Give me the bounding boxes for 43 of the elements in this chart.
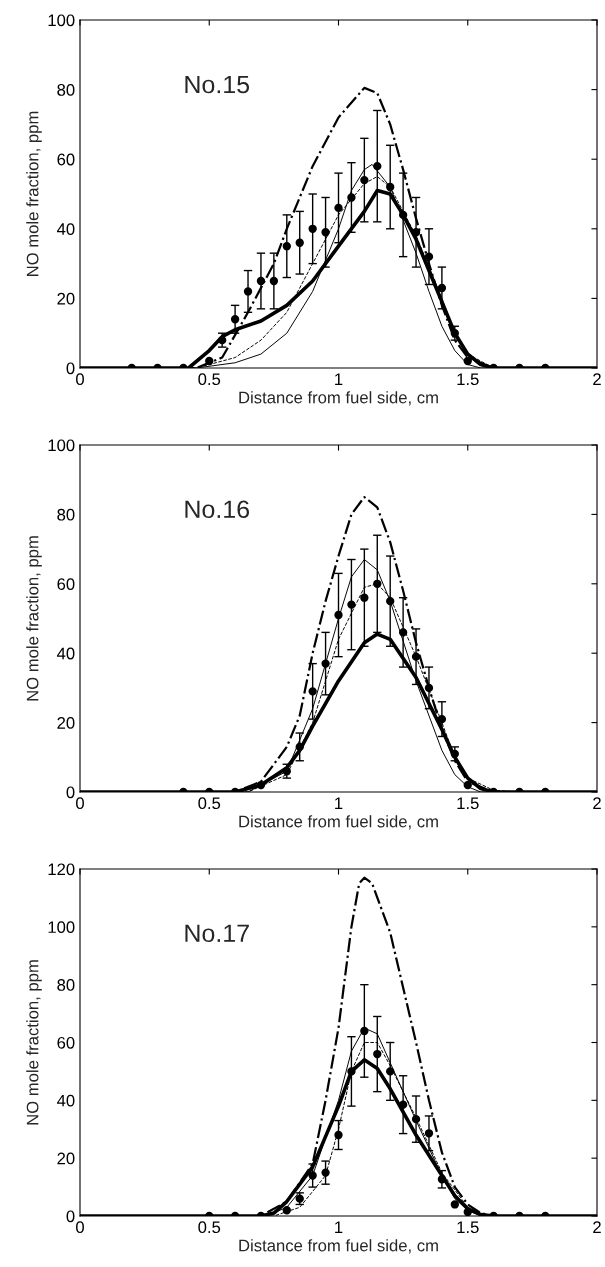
x-tick-label: 1.5: [457, 373, 479, 386]
y-tick-label: 0: [66, 1210, 75, 1223]
annotation: No.15: [185, 75, 250, 94]
y-tick-label: 80: [57, 979, 75, 991]
x-tick-label: 0.5: [198, 1221, 221, 1234]
x-tick-label: 0.5: [198, 797, 221, 810]
x-tick-label: 0: [76, 373, 84, 386]
y-tick-label: 60: [57, 578, 75, 590]
x-tick-label: 2: [593, 797, 601, 809]
y-tick-label: 100: [48, 921, 75, 934]
x-tick-label: 1: [335, 797, 343, 809]
x-tick-label: 0: [76, 797, 84, 810]
y-tick-label: 100: [48, 14, 75, 27]
y-axis-title: NO mole fraction, ppm: [26, 111, 42, 276]
x-tick-label: 2: [593, 1221, 601, 1233]
x-tick-label: 1.5: [457, 1221, 479, 1234]
x-axis-title: Distance from fuel side, cm: [239, 815, 438, 830]
x-tick-label: 2: [593, 373, 601, 385]
x-tick-label: 1: [335, 1221, 343, 1233]
y-tick-label: 40: [56, 647, 75, 660]
y-tick-label: 60: [57, 153, 75, 166]
y-tick-label: 0: [66, 786, 75, 799]
y-tick-label: 120: [48, 863, 75, 876]
x-tick-label: 0: [76, 1221, 84, 1234]
y-tick-label: 20: [57, 1152, 75, 1165]
y-tick-label: 20: [57, 717, 75, 729]
y-tick-label: 80: [57, 508, 75, 521]
y-tick-label: 20: [57, 292, 75, 305]
x-axis-title: Distance from fuel side, cm: [239, 1239, 438, 1254]
y-tick-label: 40: [56, 223, 75, 235]
y-tick-label: 0: [66, 362, 75, 375]
x-tick-label: 1: [335, 373, 343, 385]
x-axis-title: Distance from fuel side, cm: [239, 391, 438, 406]
annotation: No.17: [185, 924, 249, 943]
y-axis-title: NO mole fraction, ppm: [26, 536, 42, 701]
y-tick-label: 40: [56, 1094, 75, 1107]
annotation: No.16: [185, 500, 250, 519]
y-axis-title: NO mole fraction, ppm: [26, 960, 42, 1125]
x-tick-label: 0.5: [198, 373, 221, 386]
y-tick-label: 60: [57, 1036, 75, 1049]
y-tick-label: 100: [48, 439, 75, 452]
x-tick-label: 1.5: [457, 797, 479, 810]
y-tick-label: 80: [57, 84, 75, 96]
